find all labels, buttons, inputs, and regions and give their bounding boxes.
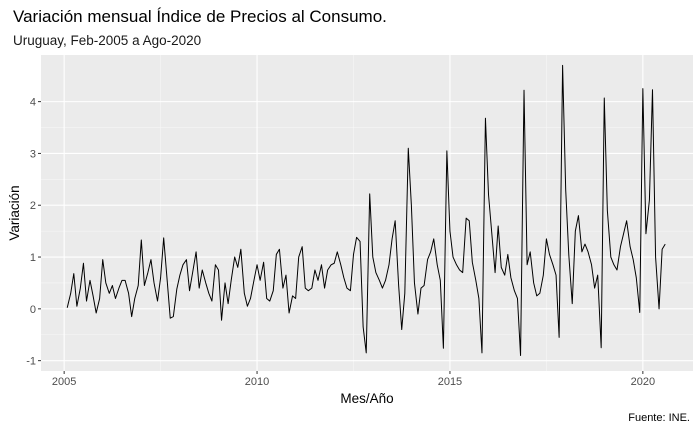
y-tick-label: 2 (30, 200, 36, 212)
y-tick-label: 1 (30, 252, 36, 264)
x-axis-title: Mes/Año (340, 391, 393, 406)
x-tick-label: 2005 (52, 376, 76, 388)
y-tick-label: 0 (30, 304, 36, 316)
y-tick-label: 3 (30, 148, 36, 160)
chart-title: Variación mensual Índice de Precios al C… (13, 7, 387, 26)
axis-tick-labels: 2005 2010 2015 2020 -1 0 1 2 3 4 (26, 97, 655, 388)
x-tick-label: 2010 (245, 376, 269, 388)
y-axis-title: Variación (7, 185, 22, 240)
series-line (66, 64, 666, 356)
axis-ticks (38, 101, 644, 374)
x-tick-label: 2015 (438, 376, 462, 388)
y-tick-label: 4 (30, 97, 36, 109)
y-tick-label: -1 (26, 356, 36, 368)
chart-caption: Fuente: INE. (628, 412, 690, 424)
x-tick-label: 2020 (631, 376, 655, 388)
chart-subtitle: Uruguay, Feb-2005 a Ago-2020 (13, 33, 201, 48)
